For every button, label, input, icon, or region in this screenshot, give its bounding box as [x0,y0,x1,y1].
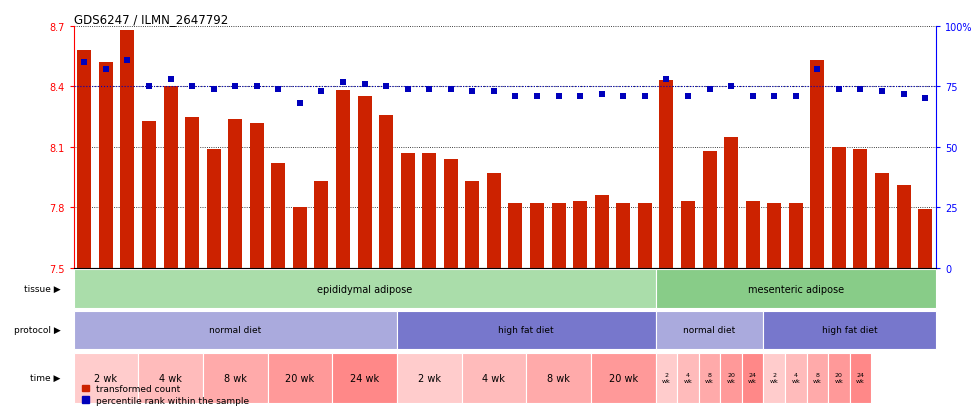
Bar [591,353,656,403]
Bar [99,63,113,268]
Text: high fat diet: high fat diet [822,325,877,335]
Text: 2 wk: 2 wk [417,373,441,383]
Bar [250,123,264,268]
Text: 2 wk: 2 wk [94,373,118,383]
Bar [332,353,397,403]
Bar [530,204,544,268]
Bar [552,204,565,268]
Bar [397,353,462,403]
Text: 8
wk: 8 wk [812,373,822,383]
Text: 4 wk: 4 wk [482,373,506,383]
Bar [422,154,436,268]
Text: 4 wk: 4 wk [159,373,182,383]
Bar [462,353,526,403]
Text: 2
wk: 2 wk [662,373,671,383]
Bar [573,202,587,268]
Bar [397,311,656,349]
Text: 8
wk: 8 wk [705,373,714,383]
Bar [638,204,652,268]
Bar [656,353,677,403]
Bar [401,154,415,268]
Text: high fat diet: high fat diet [499,325,554,335]
Bar [681,202,695,268]
Bar [746,202,760,268]
Bar [699,353,720,403]
Bar [828,353,850,403]
Bar [656,311,763,349]
Bar [832,147,846,268]
Bar [164,87,177,268]
Bar [509,204,522,268]
Text: 20
wk: 20 wk [726,373,736,383]
Text: time ▶: time ▶ [30,373,61,382]
Bar [785,353,807,403]
Text: 20 wk: 20 wk [609,373,638,383]
Bar [74,270,656,308]
Bar [807,353,828,403]
Legend: transformed count, percentile rank within the sample: transformed count, percentile rank withi… [78,381,253,408]
Text: 4
wk: 4 wk [791,373,801,383]
Bar [444,159,458,268]
Text: 24
wk: 24 wk [748,373,758,383]
Bar [138,353,203,403]
Bar [526,353,591,403]
Bar [850,353,871,403]
Bar [918,210,932,268]
Bar [268,353,332,403]
Bar [487,173,501,268]
Bar [74,311,397,349]
Bar [724,138,738,268]
Text: protocol ▶: protocol ▶ [14,325,61,335]
Text: 20 wk: 20 wk [285,373,315,383]
Text: normal diet: normal diet [209,325,262,335]
Bar [616,204,630,268]
Bar [336,91,350,268]
Bar [203,353,268,403]
Bar [142,121,156,268]
Bar [703,152,716,268]
Bar [789,204,803,268]
Text: 4
wk: 4 wk [683,373,693,383]
Text: 24
wk: 24 wk [856,373,865,383]
Bar [466,182,479,268]
Text: normal diet: normal diet [683,325,736,335]
Text: mesenteric adipose: mesenteric adipose [748,284,844,294]
Bar [271,164,285,268]
Bar [720,353,742,403]
Bar [767,204,781,268]
Bar [897,186,910,268]
Text: 20
wk: 20 wk [834,373,844,383]
Bar [595,196,609,268]
Bar [763,311,936,349]
Text: epididymal adipose: epididymal adipose [317,284,413,294]
Text: GDS6247 / ILMN_2647792: GDS6247 / ILMN_2647792 [74,13,227,26]
Bar [379,115,393,268]
Bar [742,353,763,403]
Bar [660,81,673,268]
Text: tissue ▶: tissue ▶ [24,284,61,293]
Text: 2
wk: 2 wk [769,373,779,383]
Bar [875,173,889,268]
Bar [74,353,138,403]
Text: 8 wk: 8 wk [547,373,570,383]
Bar [121,31,134,268]
Bar [293,208,307,268]
Bar [228,119,242,268]
Text: 24 wk: 24 wk [350,373,379,383]
Bar [315,182,328,268]
Bar [763,353,785,403]
Bar [358,97,371,268]
Bar [656,270,936,308]
Bar [854,150,867,268]
Bar [77,51,91,268]
Bar [207,150,220,268]
Bar [677,353,699,403]
Bar [810,61,824,268]
Text: 8 wk: 8 wk [223,373,247,383]
Bar [185,117,199,268]
